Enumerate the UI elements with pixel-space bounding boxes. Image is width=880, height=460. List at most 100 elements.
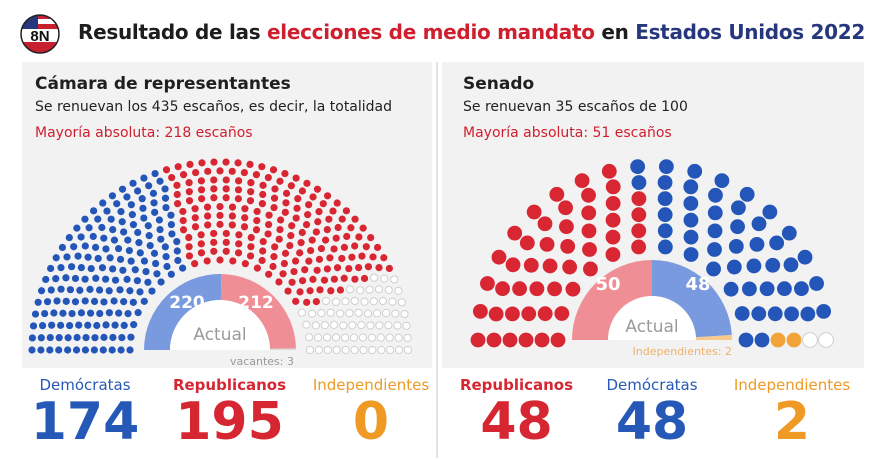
seat-demcratas bbox=[746, 258, 762, 274]
senate-stat-rep: Republicanos 48 bbox=[454, 368, 579, 452]
seat-demcratas bbox=[81, 346, 90, 354]
seat-demcratas bbox=[109, 265, 117, 273]
seat-republicanos bbox=[197, 177, 205, 185]
seat-republicanos bbox=[264, 173, 272, 182]
seat-republicanos bbox=[288, 278, 296, 286]
seat-republicanos bbox=[293, 204, 301, 212]
seat-republicanos bbox=[228, 212, 237, 220]
seat-demcratas bbox=[762, 204, 778, 220]
seat-demcratas bbox=[683, 179, 699, 195]
seat-demcratas bbox=[749, 236, 765, 252]
seat-demcratas bbox=[708, 187, 723, 203]
seat-sindecidir bbox=[367, 333, 376, 342]
seat-republicanos bbox=[312, 298, 320, 306]
seat-demcratas bbox=[28, 334, 36, 342]
seat-independientes bbox=[786, 332, 802, 348]
seat-sindecidir bbox=[297, 308, 306, 317]
seat-demcratas bbox=[731, 200, 746, 216]
logo-text: 8N bbox=[30, 28, 49, 45]
seat-demcratas bbox=[140, 214, 148, 222]
seat-republicanos bbox=[228, 167, 236, 175]
seat-republicanos bbox=[323, 192, 332, 200]
actual-rep-arc bbox=[220, 274, 296, 349]
seat-demcratas bbox=[81, 215, 89, 223]
seat-demcratas bbox=[153, 270, 161, 278]
seat-sindecidir bbox=[385, 333, 394, 342]
seat-demcratas bbox=[109, 226, 117, 234]
seat-republicanos bbox=[203, 212, 212, 220]
seat-sindecidir bbox=[314, 333, 323, 342]
seat-demcratas bbox=[144, 278, 152, 286]
seat-demcratas bbox=[76, 286, 84, 294]
seat-demcratas bbox=[144, 222, 152, 230]
seat-demcratas bbox=[151, 169, 159, 178]
seat-republicanos bbox=[507, 225, 523, 241]
seat-republicanos bbox=[581, 205, 597, 221]
seat-sindecidir bbox=[307, 309, 317, 318]
seat-republicanos bbox=[240, 168, 248, 177]
seat-republicanos bbox=[241, 214, 249, 222]
senate-parliament-chart: 50 48 Actual Independientes: 2 bbox=[470, 159, 834, 358]
seat-demcratas bbox=[73, 224, 81, 232]
seat-republicanos bbox=[314, 218, 322, 226]
seat-republicanos bbox=[277, 216, 285, 224]
seat-demcratas bbox=[67, 263, 76, 271]
seat-demcratas bbox=[57, 264, 65, 272]
seat-demcratas bbox=[120, 228, 128, 236]
seat-republicanos bbox=[216, 167, 224, 175]
seat-demcratas bbox=[130, 321, 138, 329]
seat-demcratas bbox=[657, 239, 673, 255]
seat-sindecidir bbox=[403, 345, 413, 355]
seat-republicanos bbox=[323, 265, 331, 273]
seat-republicanos bbox=[336, 286, 345, 294]
seat-sindecidir bbox=[329, 320, 339, 330]
seat-republicanos bbox=[247, 179, 255, 187]
seat-demcratas bbox=[90, 207, 98, 215]
seat-republicanos bbox=[281, 169, 289, 178]
seat-demcratas bbox=[59, 309, 67, 317]
seat-republicanos bbox=[287, 182, 295, 190]
seat-demcratas bbox=[658, 159, 674, 174]
seat-republicanos bbox=[265, 211, 273, 219]
seat-sindecidir bbox=[360, 297, 369, 306]
seat-sindecidir bbox=[332, 345, 341, 355]
seat-demcratas bbox=[140, 297, 148, 305]
seat-republicanos bbox=[296, 249, 304, 257]
seat-demcratas bbox=[43, 298, 52, 306]
title-part-2: elecciones de medio mandato bbox=[267, 20, 595, 44]
seat-demcratas bbox=[102, 245, 110, 253]
seat-demcratas bbox=[47, 264, 55, 273]
house-majority: Mayoría absoluta: 218 escaños bbox=[35, 125, 253, 141]
seat-demcratas bbox=[117, 346, 125, 354]
seat-republicanos bbox=[539, 236, 555, 252]
seat-demcratas bbox=[657, 207, 673, 223]
seat-demcratas bbox=[759, 281, 775, 297]
seat-republicanos bbox=[542, 258, 558, 274]
seat-republicanos bbox=[351, 242, 359, 250]
seat-republicanos bbox=[258, 163, 266, 171]
seat-demcratas bbox=[127, 201, 135, 209]
seat-republicanos bbox=[222, 176, 230, 184]
actual-vacant-arc bbox=[269, 348, 296, 350]
seat-demcratas bbox=[783, 257, 799, 273]
title-part-1: Resultado de las bbox=[78, 20, 268, 44]
seat-demcratas bbox=[29, 322, 38, 330]
seat-republicanos bbox=[340, 274, 348, 282]
seat-sindecidir bbox=[345, 285, 355, 294]
seat-demcratas bbox=[75, 321, 83, 329]
senate-ind-value: 2 bbox=[773, 392, 811, 452]
title-part-4: Estados Unidos 2022 bbox=[635, 20, 865, 44]
seat-demcratas bbox=[81, 275, 89, 283]
seat-republicanos bbox=[512, 281, 527, 297]
seat-sindecidir bbox=[802, 332, 818, 348]
seat-republicanos bbox=[329, 207, 337, 215]
seat-republicanos bbox=[282, 199, 290, 207]
seat-republicanos bbox=[316, 286, 324, 294]
seat-demcratas bbox=[31, 310, 40, 318]
seat-republicanos bbox=[222, 158, 230, 166]
seat-republicanos bbox=[298, 277, 307, 285]
seat-sindecidir bbox=[391, 309, 400, 318]
seat-demcratas bbox=[82, 333, 90, 342]
seat-republicanos bbox=[292, 214, 300, 222]
seat-republicanos bbox=[338, 254, 346, 263]
